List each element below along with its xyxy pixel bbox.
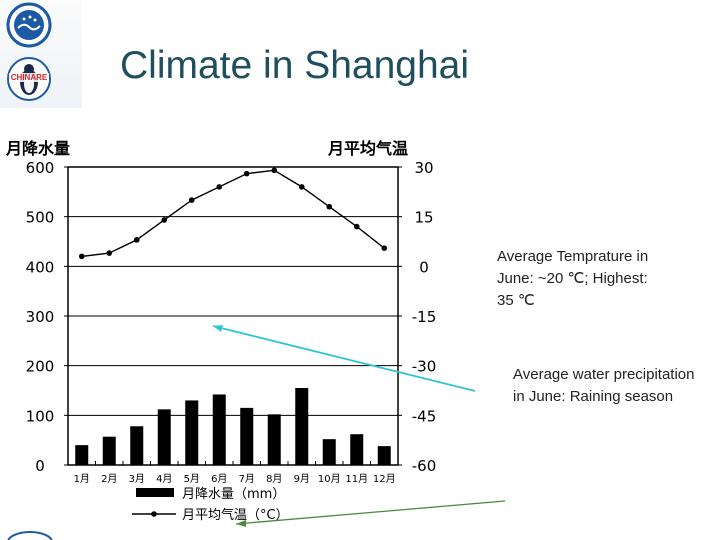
temperature-point bbox=[326, 203, 333, 210]
x-tick-label: 7月 bbox=[239, 473, 255, 485]
temperature-arrow bbox=[212, 325, 476, 392]
temperature-point bbox=[216, 184, 223, 190]
temperature-arrowhead bbox=[213, 325, 223, 332]
x-tick-label: 9月 bbox=[294, 473, 310, 485]
right-tick-label: 15 bbox=[414, 209, 433, 227]
precipitation-bar bbox=[75, 445, 89, 465]
right-axis-label: 月平均气温 bbox=[327, 139, 408, 158]
right-tick-label: -30 bbox=[412, 358, 437, 376]
left-tick-label: 0 bbox=[35, 457, 45, 475]
logo-strip: CHINARE bbox=[0, 0, 82, 108]
x-tick-label: 6月 bbox=[211, 473, 227, 485]
temperature-point bbox=[353, 223, 360, 230]
precipitation-bar bbox=[322, 439, 336, 465]
temperature-annotation: Average Temprature in June: ~20 ℃; Highe… bbox=[497, 248, 649, 309]
precipitation-arrow bbox=[235, 500, 506, 525]
precipitation-bar bbox=[377, 446, 391, 465]
legend-label: 月平均气温（°C） bbox=[182, 507, 289, 523]
climate-chart: 600 500 400 300 200 100 0 30 15 0 -15 -30 -45 -60 月降水量… bbox=[5, 139, 506, 527]
temperature-point bbox=[133, 237, 140, 243]
x-tick-label: 5月 bbox=[184, 473, 200, 485]
temperature-point bbox=[106, 250, 113, 256]
bottom-logo-icon bbox=[7, 531, 53, 540]
precipitation-bar bbox=[240, 407, 254, 465]
temperature-line bbox=[81, 169, 385, 258]
precipitation-annotation: Average water precipitation in June: Rai… bbox=[513, 366, 695, 405]
precipitation-bar bbox=[102, 436, 116, 465]
x-tick-label: 3月 bbox=[129, 473, 145, 485]
temperature-point bbox=[381, 245, 388, 251]
x-tick-label: 4月 bbox=[156, 473, 172, 485]
x-tick-label: 11月 bbox=[345, 473, 368, 485]
temperature-point bbox=[271, 167, 278, 174]
left-tick-label: 400 bbox=[26, 258, 55, 276]
precipitation-bar bbox=[295, 388, 309, 465]
precipitation-bar bbox=[267, 414, 281, 465]
precipitation-bar bbox=[157, 409, 171, 465]
temperature-point bbox=[188, 197, 195, 203]
x-tick-label: 12月 bbox=[373, 473, 396, 485]
precipitation-bar bbox=[350, 434, 364, 465]
left-tick-label: 300 bbox=[26, 308, 55, 326]
left-tick-label: 500 bbox=[26, 209, 55, 227]
temperature-point bbox=[298, 184, 305, 190]
seal-logo bbox=[6, 2, 52, 48]
page-title: Climate in Shanghai bbox=[120, 44, 470, 87]
left-tick-label: 600 bbox=[26, 159, 55, 177]
precipitation-arrowhead bbox=[236, 520, 246, 527]
left-axis-label: 月降水量 bbox=[5, 139, 70, 158]
x-tick-label: 8月 bbox=[266, 473, 282, 485]
x-tick-label: 1月 bbox=[74, 473, 90, 485]
left-tick-label: 200 bbox=[26, 358, 55, 376]
x-tick-label: 2月 bbox=[101, 473, 117, 485]
x-tick-label: 10月 bbox=[318, 473, 341, 485]
precipitation-bar bbox=[185, 400, 199, 465]
legend-line-marker bbox=[151, 511, 157, 517]
right-tick-label: 30 bbox=[414, 159, 433, 177]
left-tick-label: 100 bbox=[26, 407, 55, 425]
right-tick-label: -15 bbox=[412, 308, 437, 326]
penguin-logo: CHINARE bbox=[7, 57, 51, 101]
temperature-point bbox=[243, 170, 250, 177]
right-tick-label: -45 bbox=[412, 407, 437, 425]
precipitation-bar bbox=[130, 426, 144, 465]
right-tick-label: -60 bbox=[412, 457, 437, 475]
right-tick-label: 0 bbox=[419, 258, 429, 276]
legend-label: 月降水量（mm） bbox=[182, 487, 285, 502]
legend-bar-swatch bbox=[136, 488, 174, 497]
temperature-point bbox=[78, 253, 85, 260]
temperature-point bbox=[161, 217, 168, 223]
svg-text:CHINARE: CHINARE bbox=[11, 73, 48, 82]
precipitation-bar bbox=[212, 394, 226, 465]
